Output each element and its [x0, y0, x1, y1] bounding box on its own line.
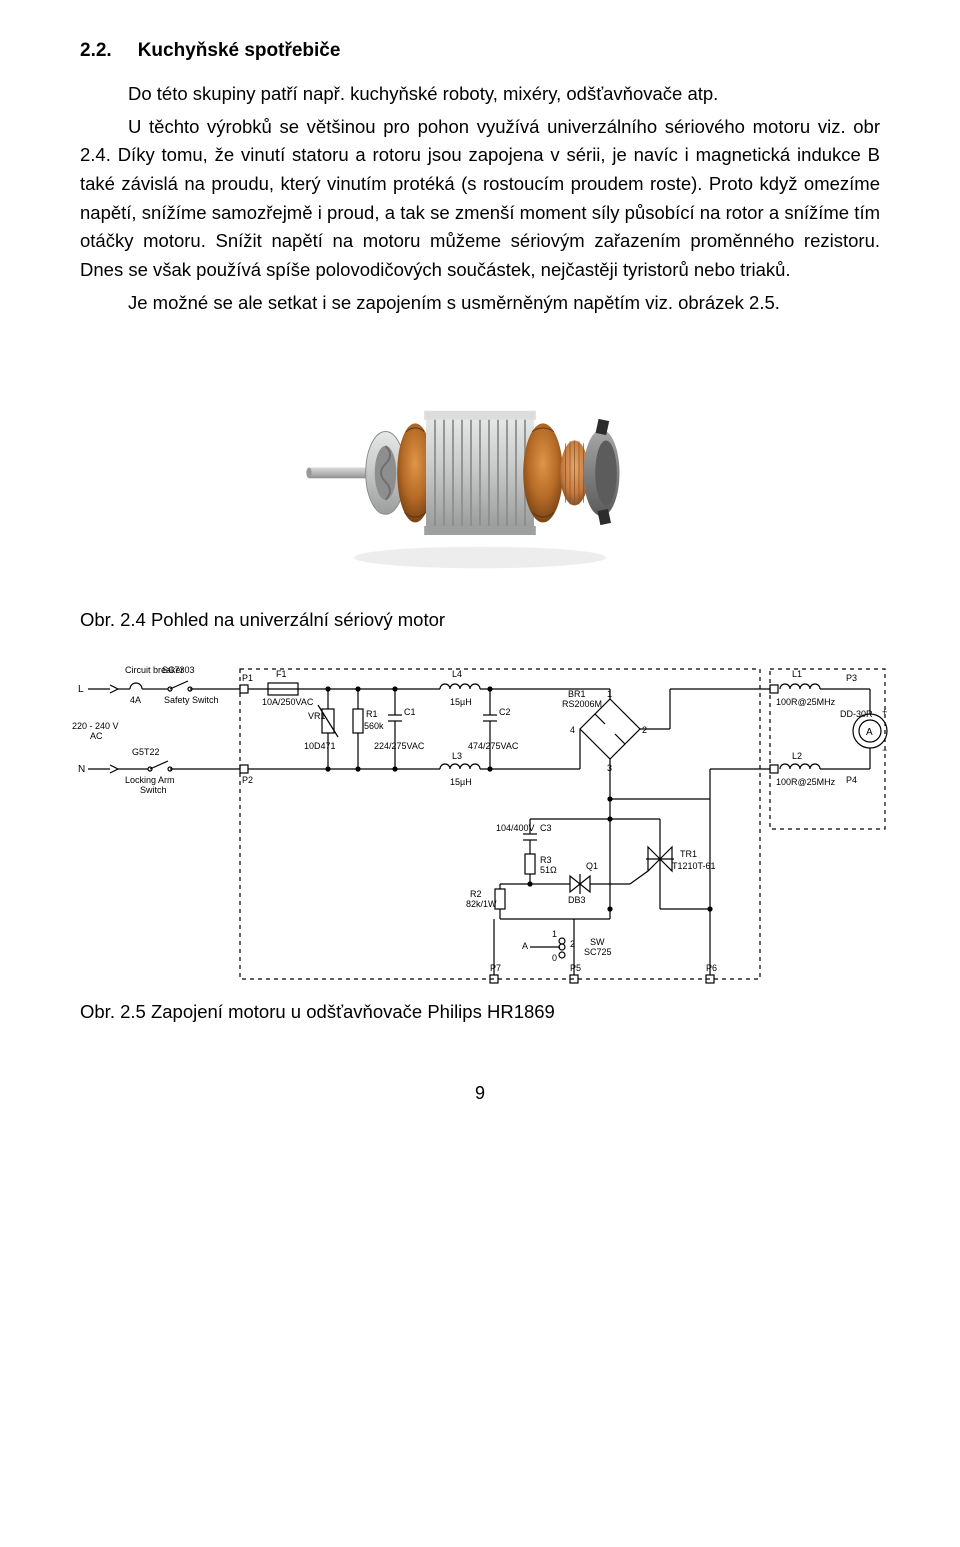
lbl-P1: P1 [242, 673, 253, 683]
lbl-L3: L3 [452, 751, 462, 761]
lbl-R3: R3 [540, 855, 552, 865]
lbl-A-pin: A [522, 941, 528, 951]
lbl-VR1-val: 10D471 [304, 741, 336, 751]
lbl-C2-val: 474/275VAC [468, 741, 519, 751]
body-text: Do této skupiny patří např. kuchyňské ro… [80, 80, 880, 317]
lbl-P5: P5 [570, 963, 581, 973]
lbl-ac: 220 - 240 V AC [72, 721, 121, 741]
lbl-cb-val: 4A [130, 695, 141, 705]
circuit-illustration: L Circuit breaker 4A SC7303 Safety Switc… [70, 659, 890, 989]
section-number: 2.2. [80, 40, 112, 62]
svg-text:+: + [882, 707, 887, 717]
paragraph-1: Do této skupiny patří např. kuchyňské ro… [80, 80, 880, 109]
lbl-C3: C3 [540, 823, 552, 833]
lbl-SW: SW [590, 937, 605, 947]
lbl-F1-val: 10A/250VAC [262, 697, 314, 707]
lbl-F1: F1 [276, 669, 287, 679]
lbl-P6: P6 [706, 963, 717, 973]
paragraph-3: Je možné se ale setkat i se zapojením s … [80, 289, 880, 318]
section-title: Kuchyňské spotřebiče [138, 40, 341, 61]
lbl-R2: R2 [470, 889, 482, 899]
lbl-SW-val: SC725 [584, 947, 612, 957]
lbl-L2-val: 100R@25MHz [776, 777, 836, 787]
lbl-P4: P4 [846, 775, 857, 785]
lbl-br-4: 4 [570, 725, 575, 735]
lbl-C1-val: 224/275VAC [374, 741, 425, 751]
lbl-sw-2: 2 [570, 939, 575, 949]
lbl-L1: L1 [792, 669, 802, 679]
page-number: 9 [80, 1083, 880, 1104]
lbl-P3: P3 [846, 673, 857, 683]
lbl-P7: P7 [490, 963, 501, 973]
lbl-VR1: VR1 [308, 711, 326, 721]
lbl-BR1-val: RS2006M [562, 699, 602, 709]
section-heading: 2.2. Kuchyňské spotřebiče [80, 40, 880, 62]
lbl-sc7303: SC7303 [162, 665, 195, 675]
lbl-C2: C2 [499, 707, 511, 717]
lbl-N: N [78, 764, 85, 775]
lbl-A-motor: A [866, 727, 873, 738]
lbl-R2-val: 82k/1W [466, 899, 497, 909]
lbl-br-2: 2 [642, 725, 647, 735]
lbl-TR1-val: T1210T-61 [672, 861, 716, 871]
lbl-L1-val: 100R@25MHz [776, 697, 836, 707]
lbl-DB3: DB3 [568, 895, 586, 905]
paragraph-2: U těchto výrobků se většinou pro pohon v… [80, 113, 880, 285]
lbl-R3-val: 51Ω [540, 865, 557, 875]
motor-illustration [300, 347, 660, 597]
lbl-C1: C1 [404, 707, 416, 717]
lbl-DD30R: DD-30R [840, 709, 873, 719]
lbl-BR1: BR1 [568, 689, 586, 699]
lbl-L2: L2 [792, 751, 802, 761]
lbl-L: L [78, 684, 84, 695]
lbl-L3-val: 15µH [450, 777, 472, 787]
lbl-g5t22: G5T22 [132, 747, 160, 757]
lbl-R1: R1 [366, 709, 378, 719]
lbl-Q1: Q1 [586, 861, 598, 871]
lbl-C3-val: 104/400V [496, 823, 535, 833]
lbl-TR1: TR1 [680, 849, 697, 859]
lbl-L4-val: 15µH [450, 697, 472, 707]
figure-circuit: L Circuit breaker 4A SC7303 Safety Switc… [80, 659, 880, 989]
lbl-locking: Locking Arm Switch [125, 775, 177, 795]
figure-motor [80, 347, 880, 597]
lbl-safety-switch: Safety Switch [164, 695, 219, 705]
lbl-L4: L4 [452, 669, 462, 679]
svg-text:−: − [882, 745, 887, 755]
lbl-sw-1: 1 [552, 929, 557, 939]
page: 2.2. Kuchyňské spotřebiče Do této skupiny… [0, 0, 960, 1144]
figure-circuit-caption: Obr. 2.5 Zapojení motoru u odšťavňovače … [80, 1001, 880, 1023]
lbl-P2: P2 [242, 775, 253, 785]
figure-motor-caption: Obr. 2.4 Pohled na univerzální sériový m… [80, 609, 880, 631]
lbl-sw-0: 0 [552, 953, 557, 963]
lbl-R1-val: 560k [364, 721, 384, 731]
